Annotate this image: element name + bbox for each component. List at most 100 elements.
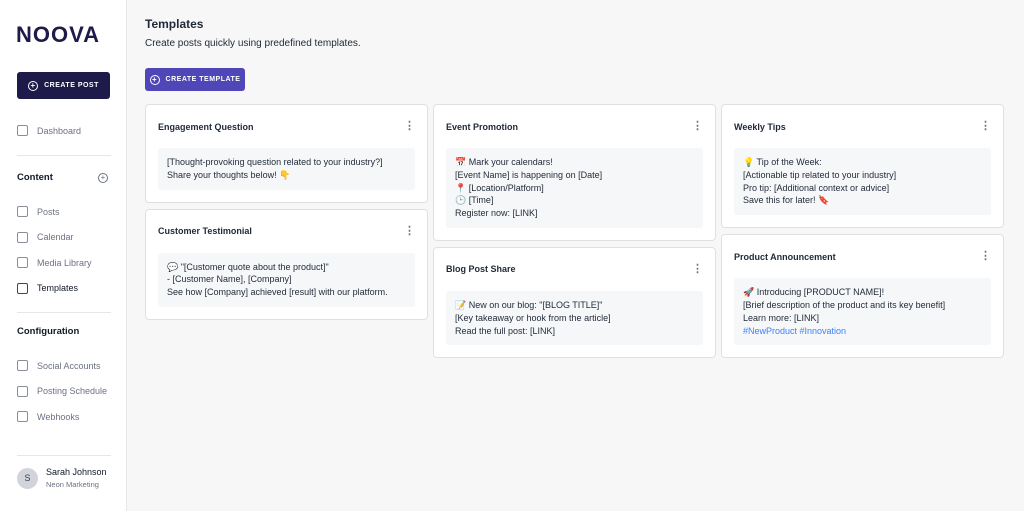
user-profile[interactable]: S Sarah Johnson Neon Marketing <box>17 467 107 489</box>
template-line: Share your thoughts below! 👇 <box>167 169 291 180</box>
nav-icon <box>17 231 28 243</box>
template-body: 🚀 Introducing [PRODUCT NAME]! [Brief desc… <box>734 278 991 346</box>
template-column: Event Promotion ⋮ 📅 Mark your calendars! [E… <box>433 104 716 359</box>
sidebar: NOOVA + CREATE POST Dashboard Content + Pos… <box>0 0 127 511</box>
add-icon[interactable]: + <box>98 173 108 183</box>
nav-label: Webhooks <box>37 411 80 422</box>
template-body: 💡 Tip of the Week: [Actionable tip relate… <box>734 148 991 216</box>
more-menu[interactable]: ⋮ <box>980 120 991 132</box>
template-card[interactable]: Product Announcement ⋮ 🚀 Introducing [PROD… <box>721 234 1004 359</box>
create-post-button[interactable]: + CREATE POST <box>17 72 110 99</box>
nav-icon <box>17 125 28 136</box>
card-title: Event Promotion <box>446 121 519 132</box>
template-column: Weekly Tips ⋮ 💡 Tip of the Week: [Actionabl… <box>721 104 1004 359</box>
card-header: Customer Testimonial ⋮ <box>158 224 415 237</box>
button-label: CREATE TEMPLATE <box>165 76 241 83</box>
template-line: 📅 Mark your calendars! <box>455 157 553 167</box>
template-line: 📝 New on our blog: "[BLOG TITLE]" <box>455 299 603 310</box>
template-card[interactable]: Blog Post Share ⋮ 📝 New on our blog: "[BLO… <box>433 246 716 359</box>
divider <box>17 455 111 456</box>
divider <box>17 312 111 313</box>
template-line: See how [Company] achieved [result] with… <box>167 287 388 298</box>
nav-item[interactable]: Templates <box>17 282 79 294</box>
nav-icon <box>17 411 28 423</box>
more-menu[interactable]: ⋮ <box>692 120 703 132</box>
nav-item[interactable]: Dashboard <box>17 125 81 136</box>
template-line: [Brief description of the product and it… <box>743 299 946 310</box>
template-line: Pro tip: [Additional context or advice] <box>743 182 890 193</box>
template-body: 📝 New on our blog: "[BLOG TITLE]" [Key ta… <box>446 290 703 346</box>
template-line: 📍 [Location/Platform] <box>455 182 544 193</box>
template-line: 💬 "[Customer quote about the product]" <box>167 261 329 272</box>
nav-label: Calendar <box>37 232 74 243</box>
template-line: 💡 Tip of the Week: <box>743 157 822 167</box>
plus-icon: + <box>28 80 39 91</box>
card-header: Blog Post Share ⋮ <box>446 262 703 275</box>
more-menu[interactable]: ⋮ <box>404 120 415 132</box>
nav-icon <box>17 257 28 269</box>
card-title: Engagement Question <box>158 121 254 132</box>
template-line: 🚀 Introducing [PRODUCT NAME]! <box>743 287 885 298</box>
nav-item[interactable]: Calendar <box>17 231 74 243</box>
nav-item[interactable]: Posting Schedule <box>17 385 108 397</box>
nav-icon <box>17 282 28 294</box>
nav-item[interactable]: Webhooks <box>17 411 80 423</box>
nav-label: Posts <box>37 206 60 217</box>
card-title: Product Announcement <box>734 251 836 262</box>
nav-label: Social Accounts <box>37 360 101 371</box>
card-title: Weekly Tips <box>734 121 786 132</box>
template-line: Learn more: [LINK] <box>743 312 820 323</box>
more-menu[interactable]: ⋮ <box>404 224 415 237</box>
avatar: S <box>17 467 38 489</box>
card-title: Customer Testimonial <box>158 226 252 237</box>
template-line: 🕒 [Time] <box>455 195 494 206</box>
card-header: Weekly Tips ⋮ <box>734 121 991 132</box>
nav-icon <box>17 360 28 371</box>
nav-icon <box>17 206 28 217</box>
template-line: [Key takeaway or hook from the article] <box>455 312 611 323</box>
nav-item[interactable]: Media Library <box>17 257 92 269</box>
card-title: Blog Post Share <box>446 264 516 275</box>
user-name: Sarah Johnson <box>46 467 107 477</box>
template-line: Read the full post: [LINK] <box>455 325 556 336</box>
template-column: Engagement Question ⋮ [Thought-provoking q… <box>145 104 428 320</box>
template-line: Register now: [LINK] <box>455 208 538 219</box>
section-title: Content <box>17 172 53 183</box>
button-label: CREATE POST <box>44 82 99 89</box>
hashtags: #NewProduct #Innovation <box>743 325 847 336</box>
more-menu[interactable]: ⋮ <box>980 250 991 263</box>
card-header: Engagement Question ⋮ <box>158 121 415 132</box>
create-template-button[interactable]: + CREATE TEMPLATE <box>145 68 245 91</box>
template-line: - [Customer Name], [Company] <box>167 274 292 285</box>
section-title: Configuration <box>17 326 80 337</box>
nav-item[interactable]: Posts <box>17 206 60 217</box>
nav-item[interactable]: Social Accounts <box>17 360 101 371</box>
template-body: [Thought-provoking question related to y… <box>158 148 415 190</box>
card-header: Event Promotion ⋮ <box>446 121 703 132</box>
template-card[interactable]: Weekly Tips ⋮ 💡 Tip of the Week: [Actionabl… <box>721 104 1004 229</box>
divider <box>17 155 111 156</box>
template-card[interactable]: Engagement Question ⋮ [Thought-provoking q… <box>145 104 428 203</box>
template-body: 💬 "[Customer quote about the product]" - … <box>158 252 415 307</box>
card-header: Product Announcement ⋮ <box>734 251 991 262</box>
page-subtitle: Create posts quickly using predefined te… <box>145 38 361 49</box>
template-card[interactable]: Customer Testimonial ⋮ 💬 "[Customer quote … <box>145 208 428 320</box>
logo[interactable]: NOOVA <box>16 22 101 47</box>
nav-label: Media Library <box>37 257 92 268</box>
plus-icon: + <box>149 74 160 85</box>
user-org: Neon Marketing <box>46 480 99 489</box>
more-menu[interactable]: ⋮ <box>692 262 703 275</box>
nav-label: Posting Schedule <box>37 386 108 397</box>
nav-label: Dashboard <box>37 125 82 136</box>
nav-label: Templates <box>37 283 79 294</box>
user-info: Sarah Johnson Neon Marketing <box>46 467 107 489</box>
page-title: Templates <box>145 17 204 31</box>
template-body: 📅 Mark your calendars! [Event Name] is ha… <box>446 148 703 228</box>
nav-icon <box>17 385 28 397</box>
template-card[interactable]: Event Promotion ⋮ 📅 Mark your calendars! [E… <box>433 104 716 241</box>
template-line: [Thought-provoking question related to y… <box>167 157 383 167</box>
template-line: [Event Name] is happening on [Date] <box>455 169 603 180</box>
template-line: Save this for later! 🔖 <box>743 195 830 206</box>
